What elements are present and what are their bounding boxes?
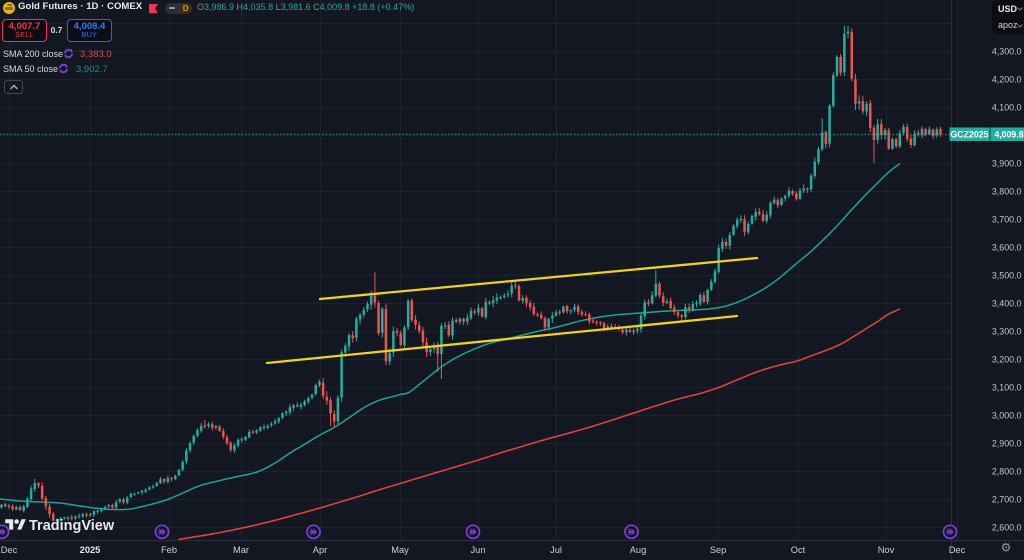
svg-text:3,900.0: 3,900.0	[992, 159, 1022, 169]
svg-text:3,300.0: 3,300.0	[992, 327, 1022, 337]
svg-text:Apr: Apr	[313, 545, 327, 555]
svg-text:2,600.0: 2,600.0	[992, 523, 1022, 533]
svg-text:⚙: ⚙	[1001, 541, 1012, 555]
svg-text:3,100.0: 3,100.0	[992, 383, 1022, 393]
svg-text:2025: 2025	[80, 545, 101, 555]
svg-text:4,200.0: 4,200.0	[992, 75, 1022, 85]
svg-text:Sep: Sep	[710, 545, 727, 555]
svg-text:4,100.0: 4,100.0	[992, 103, 1022, 113]
svg-text:3,400.0: 3,400.0	[992, 299, 1022, 309]
svg-text:Nov: Nov	[878, 545, 895, 555]
svg-text:4,009.8: 4,009.8	[994, 130, 1023, 140]
svg-text:3,200.0: 3,200.0	[992, 355, 1022, 365]
svg-text:May: May	[391, 545, 409, 555]
svg-text:Dec: Dec	[949, 545, 966, 555]
svg-text:2,700.0: 2,700.0	[992, 495, 1022, 505]
svg-text:Mar: Mar	[233, 545, 249, 555]
svg-text:3,800.0: 3,800.0	[992, 187, 1022, 197]
svg-text:Aug: Aug	[630, 545, 647, 555]
svg-text:2,900.0: 2,900.0	[992, 439, 1022, 449]
svg-text:Feb: Feb	[161, 545, 177, 555]
svg-text:GCZ2025: GCZ2025	[950, 130, 988, 140]
svg-text:Dec: Dec	[1, 545, 18, 555]
svg-text:3,600.0: 3,600.0	[992, 243, 1022, 253]
svg-text:2,800.0: 2,800.0	[992, 467, 1022, 477]
svg-text:Jul: Jul	[550, 545, 562, 555]
svg-text:3,000.0: 3,000.0	[992, 411, 1022, 421]
svg-text:Oct: Oct	[791, 545, 806, 555]
svg-text:Jun: Jun	[471, 545, 486, 555]
svg-text:4,300.0: 4,300.0	[992, 47, 1022, 57]
svg-text:3,500.0: 3,500.0	[992, 271, 1022, 281]
svg-text:3,700.0: 3,700.0	[992, 215, 1022, 225]
